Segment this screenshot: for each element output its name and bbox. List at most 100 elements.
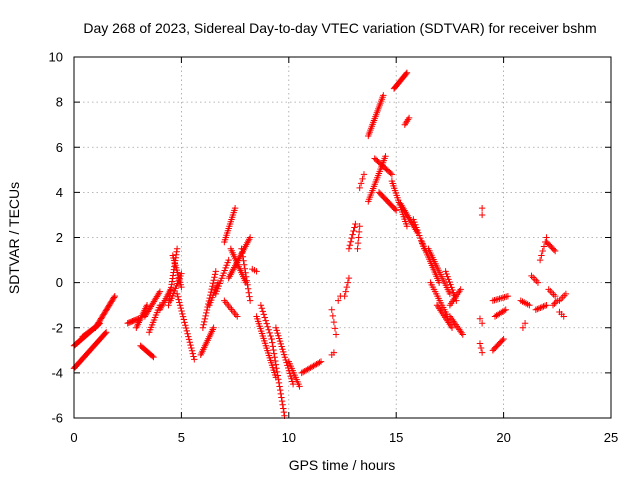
data-point — [330, 318, 338, 326]
data-point — [403, 223, 411, 230]
x-tick-label: 5 — [178, 430, 185, 445]
data-point — [288, 375, 295, 382]
data-point — [502, 306, 509, 313]
data-point — [208, 285, 215, 293]
data-point — [272, 357, 279, 365]
data-point — [275, 379, 283, 387]
data-point — [478, 211, 486, 219]
data-point — [210, 324, 217, 331]
data-point — [178, 283, 185, 291]
data-point — [231, 204, 239, 212]
data-point — [532, 306, 540, 313]
data-point — [234, 313, 241, 320]
data-point — [402, 70, 410, 78]
data-point — [545, 286, 552, 293]
y-tick-label: 10 — [49, 50, 63, 65]
data-point — [489, 297, 497, 304]
data-point — [346, 242, 354, 249]
data-point — [279, 401, 286, 408]
y-tick-label: 8 — [56, 95, 63, 110]
data-point — [417, 234, 424, 242]
data-point — [536, 256, 544, 264]
data-point — [111, 292, 119, 300]
y-tick-label: 4 — [56, 185, 63, 200]
data-point — [276, 337, 284, 345]
y-tick-label: -4 — [51, 365, 63, 380]
data-point — [491, 296, 498, 304]
data-point — [354, 239, 362, 247]
data-point — [177, 304, 185, 312]
data-point — [388, 171, 396, 178]
data-point — [277, 386, 284, 394]
data-point — [271, 354, 278, 361]
data-point — [501, 307, 508, 314]
x-tick-label: 20 — [496, 430, 510, 445]
data-point — [191, 356, 198, 363]
data-point — [559, 294, 566, 301]
data-point — [225, 256, 232, 264]
data-point — [352, 220, 359, 228]
data-point — [178, 307, 185, 315]
data-point — [242, 269, 249, 276]
data-point — [185, 333, 192, 340]
data-point — [173, 245, 181, 252]
data-point — [391, 206, 399, 213]
data-point — [289, 380, 297, 388]
y-tick-label: 6 — [56, 140, 63, 155]
data-point — [561, 292, 568, 299]
data-point — [268, 335, 275, 343]
data-point — [280, 351, 288, 358]
data-point — [188, 347, 196, 355]
data-point — [448, 284, 455, 291]
data-point — [259, 308, 267, 315]
data-point — [449, 286, 456, 294]
data-point — [442, 268, 449, 275]
data-point — [534, 279, 542, 286]
data-point — [279, 346, 286, 353]
data-point — [102, 329, 109, 337]
data-point — [280, 348, 287, 356]
data-point — [539, 247, 546, 255]
data-point — [405, 114, 413, 122]
data-point — [342, 288, 349, 295]
data-point — [331, 325, 339, 332]
data-point — [348, 234, 355, 242]
data-point — [190, 353, 197, 360]
data-point — [174, 293, 182, 300]
x-axis-label: GPS time / hours — [289, 457, 396, 473]
data-point — [329, 312, 337, 320]
data-point — [330, 349, 338, 356]
data-point — [246, 297, 254, 304]
data-point — [149, 352, 156, 360]
data-point — [349, 231, 356, 238]
data-point — [209, 282, 216, 290]
data-point — [538, 252, 545, 259]
data-point — [501, 293, 508, 301]
data-point — [280, 405, 287, 412]
data-point — [412, 221, 419, 228]
data-point — [276, 383, 283, 390]
data-point — [272, 324, 280, 331]
data-point — [557, 295, 565, 303]
data-point — [354, 245, 361, 252]
data-point — [179, 313, 187, 320]
data-point — [393, 207, 400, 214]
grid — [74, 57, 611, 418]
data-point — [275, 376, 282, 383]
data-point — [188, 344, 195, 352]
data-point — [156, 288, 164, 295]
data-point — [181, 319, 188, 326]
data-point — [360, 171, 368, 178]
x-tick-label: 25 — [604, 430, 618, 445]
data-point — [186, 339, 194, 346]
data-point — [448, 324, 456, 331]
data-point — [267, 332, 274, 340]
data-point — [110, 294, 118, 301]
data-point — [202, 312, 209, 320]
data-point — [528, 272, 535, 280]
data-point — [457, 286, 464, 293]
data-point — [278, 397, 286, 405]
data-point — [443, 270, 450, 278]
data-point — [178, 270, 185, 277]
data-point — [529, 274, 537, 281]
